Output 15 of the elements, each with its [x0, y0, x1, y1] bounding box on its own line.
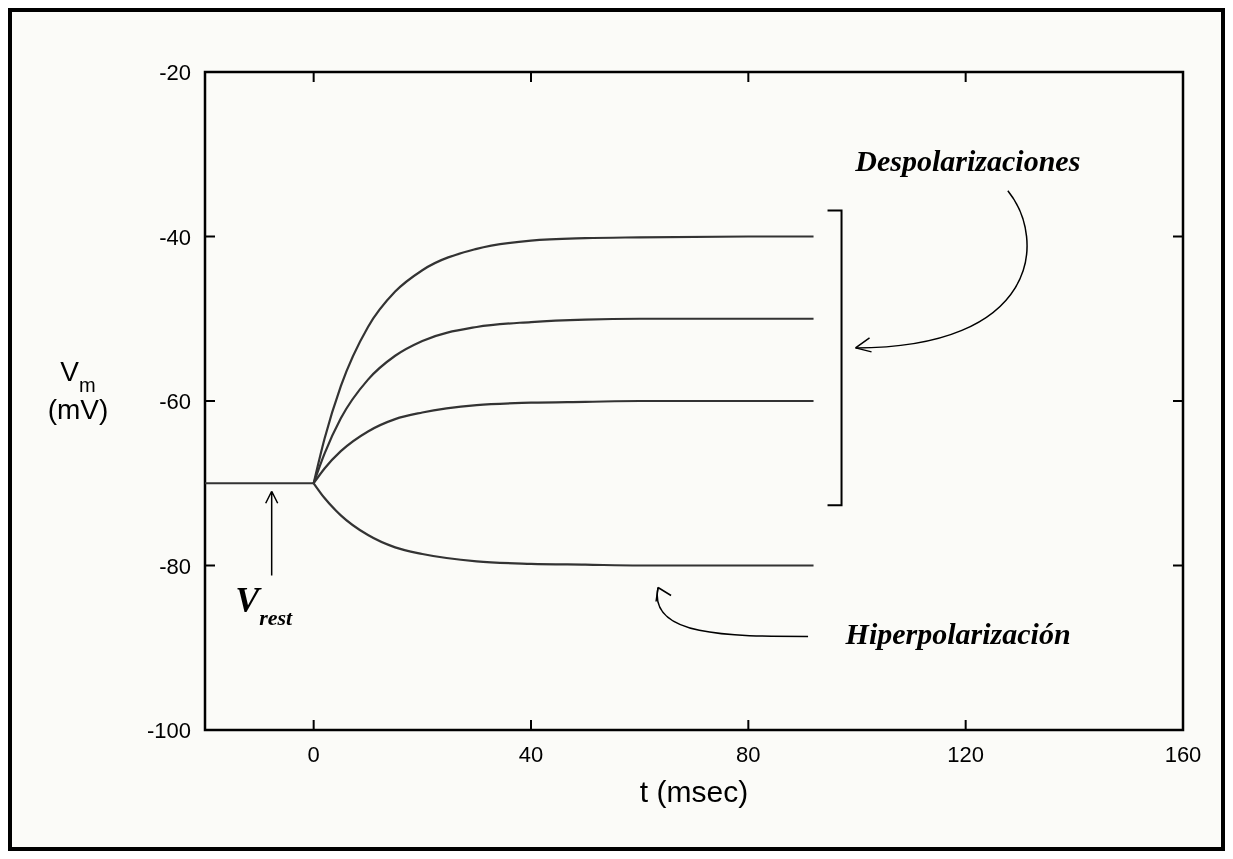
y-tick-label: -40	[159, 224, 191, 250]
y-tick-label: -20	[159, 60, 191, 85]
x-tick-label: 160	[1164, 742, 1202, 767]
y-axis-title: V$_{m}$ (mV)	[47, 356, 109, 425]
annotation: Hiperpolarización	[844, 617, 1071, 651]
x-tick-label: 40	[518, 742, 544, 767]
y-tick-label: -80	[159, 553, 191, 579]
x-tick-label: 0	[307, 742, 320, 767]
y-tick-label: -60	[159, 389, 191, 414]
y-tick-label: -100	[146, 718, 191, 743]
x-tick-label: 80	[736, 742, 761, 767]
x-axis-title: t (msec)	[639, 775, 749, 808]
annotation: V$_{rest}$	[235, 579, 294, 630]
annotation: Despolarizaciones	[854, 143, 1081, 177]
x-tick-label: 120	[947, 742, 985, 767]
